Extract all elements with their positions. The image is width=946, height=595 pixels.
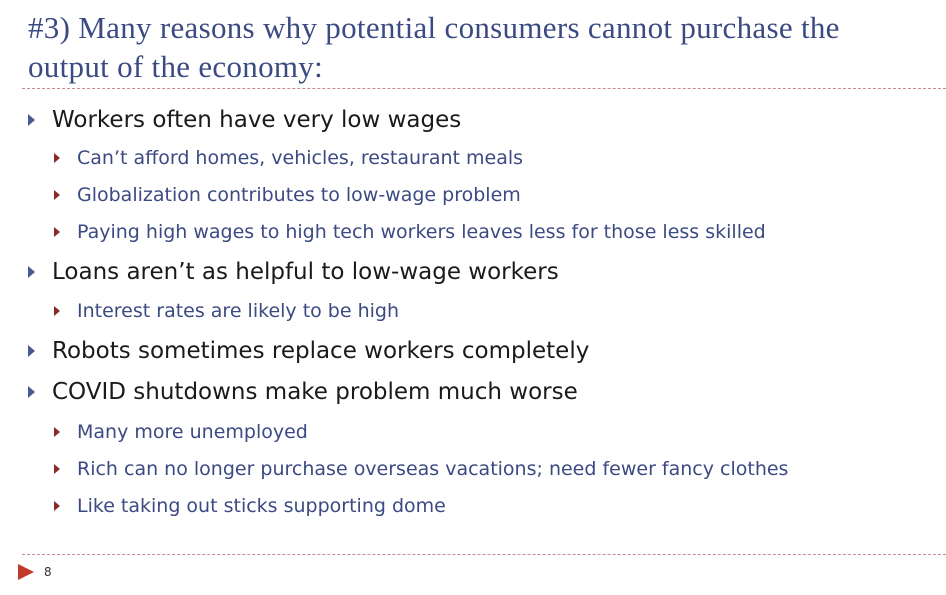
bullet-text: COVID shutdowns make problem much worse xyxy=(52,379,578,405)
slide-title: #3) Many reasons why potential consumers… xyxy=(28,10,840,84)
bullet-arrow-icon xyxy=(28,386,35,398)
sub-bullet-item: Many more unemployed xyxy=(54,417,308,447)
bullet-item: Loans aren’t as helpful to low-wage work… xyxy=(28,255,559,289)
sub-bullet-text: Rich can no longer purchase overseas vac… xyxy=(77,458,789,480)
sub-bullet-text: Globalization contributes to low-wage pr… xyxy=(77,184,521,206)
sub-bullet-item: Paying high wages to high tech workers l… xyxy=(54,217,766,247)
sub-bullet-arrow-icon xyxy=(54,190,60,200)
bullet-arrow-icon xyxy=(28,345,35,357)
sub-bullet-text: Can’t afford homes, vehicles, restaurant… xyxy=(77,147,524,169)
bullet-item: Robots sometimes replace workers complet… xyxy=(28,334,589,368)
sub-bullet-item: Like taking out sticks supporting dome xyxy=(54,491,446,521)
sub-bullet-text: Many more unemployed xyxy=(77,421,308,443)
sub-bullet-arrow-icon xyxy=(54,501,60,511)
bullet-arrow-icon xyxy=(28,114,35,126)
sub-bullet-arrow-icon xyxy=(54,153,60,163)
sub-bullet-text: Like taking out sticks supporting dome xyxy=(77,495,446,517)
play-arrow-icon xyxy=(18,564,34,580)
title-divider xyxy=(22,88,946,89)
sub-bullet-text: Interest rates are likely to be high xyxy=(77,300,400,322)
sub-bullet-arrow-icon xyxy=(54,464,60,474)
bullet-text: Loans aren’t as helpful to low-wage work… xyxy=(52,259,559,285)
sub-bullet-item: Globalization contributes to low-wage pr… xyxy=(54,180,521,210)
bullet-item: Workers often have very low wages xyxy=(28,103,461,137)
sub-bullet-arrow-icon xyxy=(54,306,60,316)
sub-bullet-item: Interest rates are likely to be high xyxy=(54,296,399,326)
page-number: 8 xyxy=(44,565,52,579)
sub-bullet-text: Paying high wages to high tech workers l… xyxy=(77,221,766,243)
bullet-text: Robots sometimes replace workers complet… xyxy=(52,338,590,364)
sub-bullet-item: Rich can no longer purchase overseas vac… xyxy=(54,454,788,484)
sub-bullet-arrow-icon xyxy=(54,427,60,437)
footer-divider xyxy=(22,554,946,555)
bullet-arrow-icon xyxy=(28,266,35,278)
bullet-text: Workers often have very low wages xyxy=(52,107,462,133)
bullet-item: COVID shutdowns make problem much worse xyxy=(28,375,578,409)
sub-bullet-item: Can’t afford homes, vehicles, restaurant… xyxy=(54,143,523,173)
sub-bullet-arrow-icon xyxy=(54,227,60,237)
